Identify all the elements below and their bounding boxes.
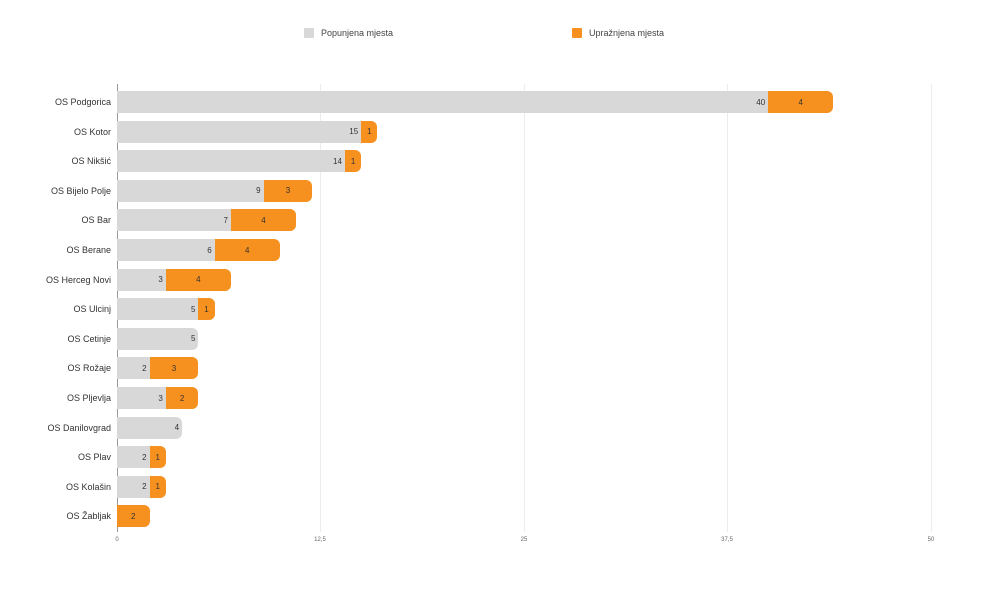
x-tick-label: 50	[927, 537, 935, 543]
legend-item-vacant: Upražnjena mjesta	[572, 28, 664, 38]
gridline	[931, 84, 932, 532]
category-label: OS Bar	[81, 215, 111, 226]
bar-row: OS Danilovgrad 4	[47, 416, 937, 439]
bar-segment-filled: 4	[117, 416, 183, 439]
bar-row: OS Žabljak 2	[66, 505, 937, 528]
bar-row: OS Nikšić 14 1	[71, 150, 937, 173]
bar-segment-vacant: 1	[344, 150, 362, 173]
bar-segment-filled: 40	[117, 91, 769, 113]
legend-label-filled: Popunjena mjesta	[321, 28, 394, 38]
category-label: OS Rožaje	[67, 363, 111, 374]
bar-segment-vacant: 1	[361, 120, 378, 143]
category-label: OS Herceg Novi	[45, 274, 111, 285]
bar-segment-vacant: 4	[165, 268, 231, 291]
bar-row: OS Pljevlja 3 2	[67, 387, 937, 409]
bar-segment-filled: 15	[117, 120, 362, 143]
bar-segment-vacant: 1	[149, 446, 166, 469]
legend-swatch-vacant	[572, 28, 582, 38]
bar-row: OS Bar 7 4	[81, 209, 937, 232]
bar-segment-filled: 3	[117, 387, 166, 409]
x-tick-label: 25	[520, 537, 528, 543]
bar-segment-vacant: 1	[198, 298, 215, 321]
bar-segment-filled: 5	[117, 298, 199, 321]
category-label: OS Kotor	[73, 126, 111, 137]
gridline	[727, 84, 728, 532]
category-label: OS Pljevlja	[66, 393, 111, 403]
bar-row: OS Ulcinj 5 1	[73, 298, 937, 321]
bar-row: OS Rožaje 2 3	[67, 357, 937, 380]
bar-segment-filled: 14	[117, 150, 345, 173]
bar-segment-filled: 2	[117, 446, 150, 469]
bar-segment-vacant: 3	[263, 179, 313, 202]
bar-row: OS Herceg Novi 3 4	[46, 268, 937, 291]
bar-segment-vacant: 1	[149, 475, 166, 498]
x-tick-label: 37,5	[721, 537, 733, 543]
legend-swatch-filled	[304, 28, 314, 38]
category-label: OS Cetinje	[67, 333, 111, 344]
bar-segment-filled: 5	[117, 327, 199, 350]
chart-legend: Popunjena mjesta Upražnjena mjesta	[0, 28, 1000, 44]
category-label: OS Berane	[66, 245, 111, 255]
category-label: OS Žabljak	[66, 511, 111, 522]
legend-item-filled: Popunjena mjesta	[304, 28, 393, 38]
category-label: OS Kolašin	[65, 481, 111, 492]
category-label: OS Ulcinj	[73, 304, 111, 315]
bar-row: OS Cetinje 5	[67, 327, 937, 350]
bar-segment-vacant: 4	[768, 91, 834, 113]
bar-row: OS Bijelo Polje 9 3	[51, 179, 937, 202]
bar-segment-vacant: 2	[117, 505, 150, 528]
category-label: OS Danilovgrad	[47, 422, 111, 433]
bar-segment-filled: 3	[117, 268, 166, 291]
gridline	[524, 84, 525, 532]
x-tick-label: 12,5	[314, 537, 326, 543]
bar-segment-filled: 2	[117, 475, 150, 498]
plot-area: 0 12,5 25 37,5 50 OS Podgorica 40 4 OS Koto…	[46, 84, 937, 543]
bar-segment-filled: 2	[117, 357, 150, 380]
bar-row: OS Kolašin 2 1	[66, 475, 937, 498]
bar-segment-vacant: 4	[230, 209, 297, 232]
bar-row: OS Podgorica 40 4	[55, 91, 937, 113]
category-label: OS Podgorica	[54, 97, 111, 107]
category-label: OS Nikšić	[71, 156, 111, 167]
bar-segment-vacant: 2	[165, 387, 199, 409]
category-label: OS Plav	[77, 452, 111, 463]
bar-segment-filled: 9	[117, 179, 264, 202]
x-tick-label: 0	[115, 537, 119, 543]
bar-row: OS Kotor 15 1	[74, 120, 937, 143]
bar-row: OS Plav 2 1	[78, 446, 937, 469]
bar-segment-filled: 7	[117, 209, 231, 232]
bar-row: OS Berane 6 4	[66, 239, 937, 261]
bar-segment-vacant: 4	[214, 239, 280, 261]
bar-segment-filled: 6	[117, 239, 215, 261]
legend-label-vacant: Upražnjena mjesta	[589, 28, 665, 38]
bar-segment-vacant: 3	[149, 357, 199, 380]
gridline	[320, 84, 321, 532]
category-label: OS Bijelo Polje	[50, 185, 111, 196]
